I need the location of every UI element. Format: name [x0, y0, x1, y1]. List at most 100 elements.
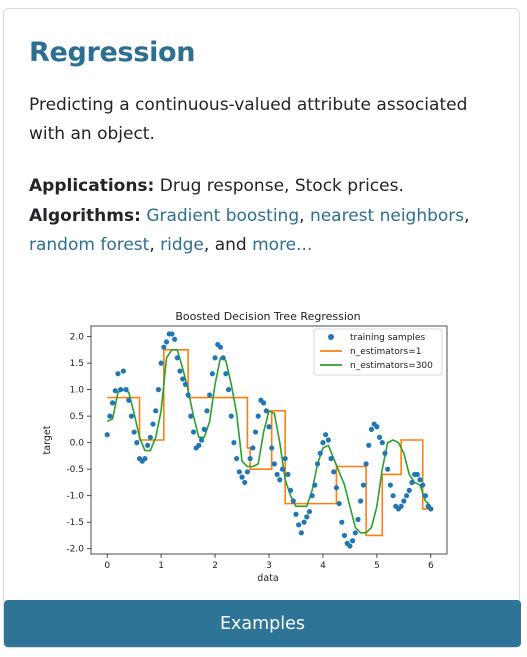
- training-sample-point: [180, 376, 186, 382]
- y-tick-label: 1.0: [70, 386, 85, 396]
- x-tick-label: 2: [212, 561, 218, 571]
- training-sample-point: [382, 450, 388, 456]
- training-sample-point: [285, 471, 291, 478]
- training-sample-point: [428, 506, 434, 512]
- training-sample-point: [196, 442, 202, 448]
- x-tick-label: 0: [104, 561, 110, 571]
- training-sample-point: [312, 482, 318, 488]
- regression-card: Regression Predicting a continuous-value…: [3, 8, 521, 648]
- link-nearest-neighbors[interactable]: nearest neighbors: [309, 205, 465, 226]
- y-tick-label: -2.0: [66, 545, 84, 555]
- series-n-estimators-300: [106, 349, 432, 534]
- training-sample-point: [374, 424, 380, 430]
- x-tick-label: 6: [428, 561, 434, 571]
- x-tick-label: 3: [266, 561, 272, 571]
- training-sample-point: [341, 532, 348, 539]
- training-sample-point: [131, 429, 137, 435]
- training-sample-point: [147, 434, 153, 440]
- training-sample-point: [279, 466, 286, 472]
- training-sample-point: [363, 461, 369, 467]
- training-sample-point: [301, 519, 307, 525]
- training-sample-point: [368, 426, 375, 432]
- training-sample-point: [306, 508, 313, 515]
- training-sample-point: [169, 331, 175, 337]
- training-sample-point: [209, 371, 215, 377]
- training-sample-point: [201, 426, 207, 432]
- x-tick-label: 4: [320, 561, 326, 571]
- legend-entry-est1: n_estimators=1: [350, 347, 421, 357]
- training-sample-point: [387, 482, 393, 488]
- training-sample-point: [293, 511, 299, 517]
- training-sample-point: [401, 498, 407, 504]
- training-sample-point: [120, 368, 126, 374]
- training-sample-point: [269, 445, 275, 451]
- legend-entry-est300: n_estimators=300: [350, 361, 433, 371]
- y-tick-label: -0.5: [66, 465, 84, 475]
- training-sample-point: [320, 440, 326, 446]
- training-sample-point: [325, 437, 331, 443]
- training-sample-point: [188, 413, 194, 419]
- training-sample-point: [239, 474, 245, 480]
- training-sample-point: [126, 397, 132, 403]
- training-sample-point: [134, 440, 140, 446]
- training-sample-point: [123, 387, 129, 393]
- training-sample-point: [277, 477, 283, 483]
- link-gradient-boosting[interactable]: Gradient boosting: [146, 205, 300, 226]
- training-sample-point: [420, 482, 426, 488]
- applications-text: Drug response, Stock prices.: [154, 176, 404, 196]
- training-sample-point: [331, 469, 337, 475]
- training-sample-point: [182, 381, 188, 387]
- training-sample-point: [317, 450, 323, 456]
- training-sample-point: [172, 336, 178, 342]
- x-tick-label: 5: [374, 561, 380, 571]
- examples-button[interactable]: Examples: [4, 600, 521, 647]
- applications-label: Applications:: [29, 176, 155, 196]
- training-sample-point: [231, 440, 237, 446]
- training-sample-point: [207, 392, 213, 398]
- link-ridge[interactable]: ridge: [160, 235, 204, 255]
- training-sample-point: [339, 519, 345, 525]
- training-sample-point: [336, 501, 342, 507]
- training-sample-point: [347, 543, 353, 549]
- training-sample-point: [142, 455, 148, 462]
- training-sample-point: [304, 514, 310, 520]
- algorithms-label: Algorithms:: [29, 205, 141, 226]
- training-sample-point: [414, 471, 420, 478]
- training-sample-point: [107, 413, 113, 419]
- training-sample-point: [112, 388, 118, 394]
- legend-marker-samples: [328, 334, 334, 340]
- training-sample-point: [174, 355, 180, 361]
- training-sample-point: [352, 530, 358, 536]
- y-tick-label: -1.0: [66, 492, 84, 502]
- training-sample-point: [274, 471, 280, 478]
- training-sample-point: [417, 477, 423, 483]
- training-sample-point: [155, 387, 162, 393]
- training-sample-point: [247, 455, 253, 462]
- training-sample-point: [255, 413, 261, 419]
- training-sample-point: [223, 371, 229, 377]
- training-sample-point: [163, 339, 170, 345]
- training-sample-point: [234, 455, 240, 462]
- training-sample-point: [158, 360, 164, 366]
- training-sample-point: [358, 498, 364, 504]
- training-sample-point: [115, 371, 121, 377]
- training-sample-point: [204, 408, 210, 414]
- training-sample-point: [309, 493, 315, 499]
- link-more[interactable]: more...: [252, 235, 313, 255]
- training-sample-point: [355, 516, 361, 523]
- training-sample-point: [266, 424, 272, 430]
- training-sample-point: [185, 392, 191, 398]
- training-sample-point: [198, 437, 205, 443]
- training-sample-point: [333, 485, 340, 491]
- card-description: Predicting a continuous-valued attribute…: [29, 95, 468, 144]
- chart-title: Boosted Decision Tree Regression: [175, 310, 360, 323]
- link-random-forest[interactable]: random forest: [29, 235, 150, 255]
- training-sample-point: [390, 493, 396, 499]
- training-sample-point: [242, 479, 248, 486]
- training-sample-point: [145, 442, 151, 448]
- y-tick-label: 1.5: [70, 359, 84, 369]
- legend-entry-samples: training samples: [350, 333, 425, 343]
- training-sample-point: [128, 413, 135, 419]
- regression-chart: Boosted Decision Tree Regression 0 1 2 3 4 5 6…: [42, 310, 448, 584]
- training-sample-point: [118, 387, 124, 393]
